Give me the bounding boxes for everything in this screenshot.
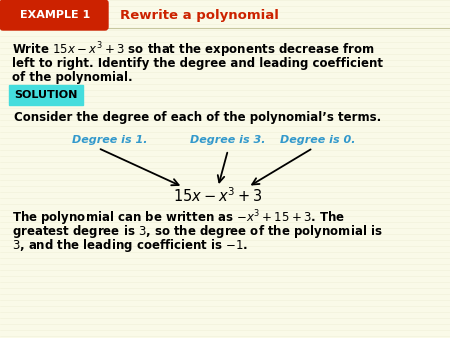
Text: $3$, and the leading coefficient is $-1$.: $3$, and the leading coefficient is $-1$…	[12, 238, 248, 255]
Text: Write $15x-x^3+3$ so that the exponents decrease from: Write $15x-x^3+3$ so that the exponents …	[12, 40, 374, 60]
Text: $15x-x^3+3$: $15x-x^3+3$	[173, 187, 263, 206]
Text: greatest degree is $3$, so the degree of the polynomial is: greatest degree is $3$, so the degree of…	[12, 223, 382, 241]
Text: SOLUTION: SOLUTION	[14, 91, 78, 100]
Text: EXAMPLE 1: EXAMPLE 1	[20, 10, 90, 21]
Text: Degree is 0.: Degree is 0.	[280, 135, 356, 145]
Text: Degree is 1.: Degree is 1.	[72, 135, 148, 145]
Text: Consider the degree of each of the polynomial’s terms.: Consider the degree of each of the polyn…	[14, 112, 381, 124]
Text: of the polynomial.: of the polynomial.	[12, 72, 133, 84]
Text: Degree is 3.: Degree is 3.	[190, 135, 266, 145]
FancyBboxPatch shape	[0, 0, 108, 30]
Text: Rewrite a polynomial: Rewrite a polynomial	[120, 9, 279, 22]
Text: The polynomial can be written as $-x^3+15+3$. The: The polynomial can be written as $-x^3+1…	[12, 208, 345, 228]
FancyBboxPatch shape	[9, 85, 83, 105]
Text: left to right. Identify the degree and leading coefficient: left to right. Identify the degree and l…	[12, 57, 383, 71]
